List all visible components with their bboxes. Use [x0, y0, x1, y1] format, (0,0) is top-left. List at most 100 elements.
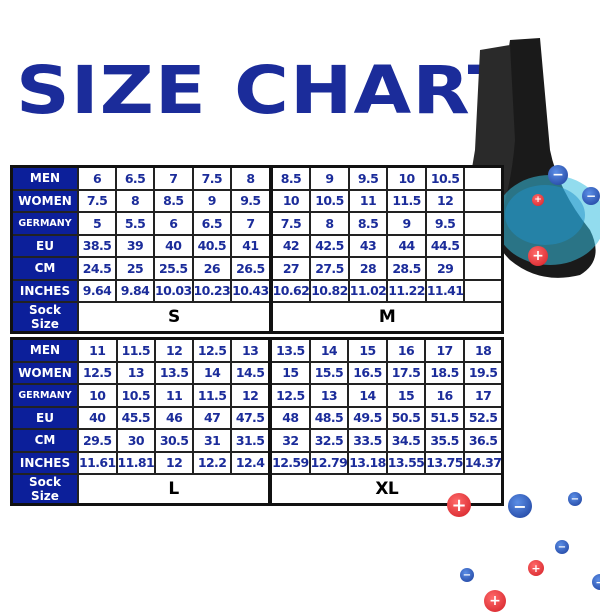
size-table-small-medium: MEN 6 6.5 7 7.5 8 8.5 9 9.5 10 10.5 WOMEN 7.5 8 8.5 9 9.… — [10, 165, 505, 334]
size-cell: 12.4 — [230, 450, 273, 475]
table-row: WOMEN 7.5 8 8.5 9 9.5 10 10.5 11 11.5 12 — [10, 188, 504, 213]
size-cell: 12.59 — [269, 450, 311, 475]
size-cell — [463, 278, 504, 303]
size-cell: 31 — [192, 428, 233, 453]
size-cell: 12.79 — [308, 450, 350, 475]
size-cell: 40 — [77, 405, 118, 430]
table-row: INCHES 9.64 9.84 10.03 10.23 10.43 10.62 10.82 1… — [10, 278, 504, 303]
size-cell: 5.5 — [115, 211, 155, 236]
size-cell: 24.5 — [77, 256, 117, 281]
size-cell: 14 — [192, 360, 233, 385]
size-cell: 48.5 — [308, 405, 350, 430]
size-cell: 11.81 — [115, 450, 157, 475]
size-cell: 7 — [230, 211, 273, 236]
size-cell: 38.5 — [77, 233, 117, 258]
size-cell: 29.5 — [77, 428, 118, 453]
sock-size-cell: L — [76, 473, 273, 506]
size-cell: 44 — [386, 233, 427, 258]
size-cell: 12.5 — [269, 383, 311, 408]
size-cell: 11.61 — [77, 450, 118, 475]
plus-bubble-icon: + — [528, 560, 544, 576]
row-label: MEN — [10, 337, 79, 363]
size-cell: 31.5 — [230, 428, 273, 453]
size-cell: 44.5 — [424, 233, 466, 258]
size-cell: 40 — [153, 233, 194, 258]
size-cell: 12.2 — [192, 450, 233, 475]
size-cell: 11.5 — [386, 188, 427, 213]
size-cell: 6 — [77, 165, 117, 191]
size-cell: 51.5 — [424, 405, 465, 430]
size-cell: 10 — [386, 165, 427, 191]
minus-bubble-icon: − — [568, 492, 582, 506]
size-cell: 13.18 — [347, 450, 388, 475]
table-row: INCHES 11.61 11.81 12 12.2 12.4 12.59 12.79 13.1… — [10, 450, 504, 475]
size-cell: 16.5 — [347, 360, 388, 385]
size-cell: 10.62 — [269, 278, 312, 303]
size-cell: 12 — [424, 188, 466, 213]
row-label: CM — [10, 256, 79, 281]
table-row: MEN 6 6.5 7 7.5 8 8.5 9 9.5 10 10.5 — [10, 165, 504, 191]
row-label: Sock Size — [10, 301, 79, 334]
size-cell — [463, 256, 504, 281]
size-cell: 9 — [309, 165, 350, 191]
size-cell: 9.5 — [424, 211, 466, 236]
size-cell: 18 — [462, 337, 504, 363]
size-cell: 17 — [424, 337, 465, 363]
size-cell: 15 — [347, 337, 388, 363]
size-cell: 34.5 — [385, 428, 427, 453]
size-cell: 42 — [269, 233, 312, 258]
size-cell: 9.5 — [347, 165, 389, 191]
size-cell: 6 — [153, 211, 194, 236]
row-label: EU — [10, 405, 79, 430]
size-cell: 36.5 — [462, 428, 504, 453]
sock-size-cell: M — [269, 301, 504, 334]
size-cell: 43 — [347, 233, 389, 258]
plus-bubble-icon: + — [532, 194, 544, 206]
row-label: WOMEN — [10, 188, 79, 213]
minus-bubble-icon: − — [555, 540, 569, 554]
row-label: GERMANY — [10, 211, 79, 236]
size-cell: 13 — [230, 337, 273, 363]
table-row: CM 29.5 30 30.5 31 31.5 32 32.5 33.5 34.5 35.5 36.5 — [10, 428, 504, 453]
size-cell: 18.5 — [424, 360, 465, 385]
size-cell: 9.5 — [230, 188, 273, 213]
size-cell: 11 — [154, 383, 195, 408]
size-cell: 45.5 — [115, 405, 157, 430]
size-cell: 12 — [230, 383, 273, 408]
size-cell: 11.02 — [347, 278, 389, 303]
size-cell: 10.5 — [424, 165, 466, 191]
size-cell: 32 — [269, 428, 311, 453]
size-cell: 14.5 — [230, 360, 273, 385]
size-cell: 19.5 — [462, 360, 504, 385]
size-cell: 13 — [308, 383, 350, 408]
size-cell: 29 — [424, 256, 466, 281]
size-cell: 8 — [230, 165, 273, 191]
plus-bubble-icon: + — [528, 246, 548, 266]
row-label: GERMANY — [10, 383, 79, 408]
size-cell: 8 — [115, 188, 155, 213]
size-cell: 47 — [192, 405, 233, 430]
size-cell: 15.5 — [308, 360, 350, 385]
page-title: SIZE CHART — [16, 52, 520, 129]
size-cell: 13.5 — [154, 360, 195, 385]
size-cell: 9 — [191, 188, 233, 213]
size-cell: 11.41 — [424, 278, 466, 303]
row-label: INCHES — [10, 450, 79, 475]
size-cell: 6.5 — [115, 165, 155, 191]
size-cell — [463, 165, 504, 191]
size-cell: 8 — [309, 211, 350, 236]
row-label: MEN — [10, 165, 79, 191]
table-row: EU 40 45.5 46 47 47.5 48 48.5 49.5 50.5 51.5 52.5 — [10, 405, 504, 430]
size-cell: 16 — [385, 337, 427, 363]
size-cell: 9 — [386, 211, 427, 236]
row-label: Sock Size — [10, 473, 79, 506]
size-cell: 17 — [462, 383, 504, 408]
size-cell: 12 — [154, 450, 195, 475]
table-row: MEN 11 11.5 12 12.5 13 13.5 14 15 16 17 18 — [10, 337, 504, 363]
size-cell: 8.5 — [347, 211, 389, 236]
size-cell: 14 — [347, 383, 388, 408]
size-cell: 12 — [154, 337, 195, 363]
size-cell: 10.23 — [191, 278, 233, 303]
size-cell: 10 — [269, 188, 312, 213]
size-cell: 13.5 — [269, 337, 311, 363]
